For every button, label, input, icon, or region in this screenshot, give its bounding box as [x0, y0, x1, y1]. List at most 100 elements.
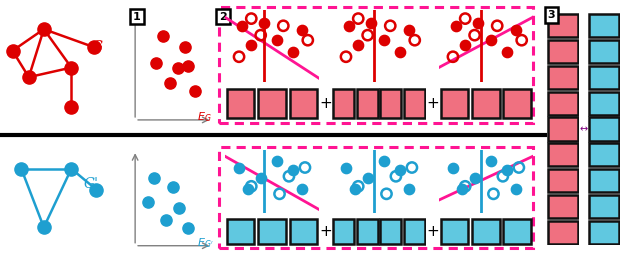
Point — [234, 55, 244, 59]
Bar — [441, 89, 468, 118]
Point — [66, 105, 76, 109]
Point — [451, 24, 461, 28]
Bar — [548, 143, 578, 166]
Bar — [227, 89, 254, 118]
Bar — [357, 89, 377, 118]
Point — [300, 165, 310, 170]
Bar — [357, 219, 377, 244]
Text: $E_G$: $E_G$ — [197, 110, 212, 124]
Bar — [258, 219, 286, 244]
Point — [255, 176, 265, 180]
Text: G': G' — [84, 176, 99, 191]
Point — [16, 167, 26, 171]
Point — [385, 24, 395, 28]
Point — [66, 167, 76, 171]
Point — [473, 21, 483, 25]
Point — [458, 187, 468, 191]
Bar — [548, 92, 578, 115]
Text: +: + — [426, 96, 439, 111]
Bar — [404, 89, 424, 118]
Point — [39, 27, 49, 31]
Point — [353, 17, 363, 21]
Point — [470, 176, 480, 180]
Bar — [290, 219, 317, 244]
Point — [234, 165, 244, 170]
Point — [460, 184, 470, 188]
Point — [394, 50, 404, 54]
Bar — [381, 219, 401, 244]
Point — [404, 28, 414, 32]
Point — [143, 200, 153, 204]
Bar — [589, 195, 619, 218]
Text: +: + — [319, 96, 332, 111]
Point — [341, 165, 351, 170]
Bar — [589, 143, 619, 166]
Point — [303, 38, 313, 42]
Text: 2: 2 — [219, 12, 227, 22]
Point — [174, 205, 184, 209]
Point — [353, 184, 363, 188]
Point — [183, 64, 193, 68]
Point — [501, 168, 511, 172]
Point — [244, 187, 254, 191]
Text: ↔: ↔ — [580, 124, 587, 134]
Bar — [548, 66, 578, 89]
Point — [379, 159, 389, 163]
Point — [272, 159, 282, 163]
Text: G: G — [91, 40, 103, 54]
Bar — [333, 89, 354, 118]
Bar — [258, 89, 286, 118]
Point — [246, 43, 256, 47]
Point — [501, 50, 511, 54]
Point — [362, 33, 372, 37]
Bar — [503, 89, 531, 118]
Point — [488, 192, 498, 196]
Text: 1: 1 — [133, 12, 141, 22]
Point — [297, 28, 307, 32]
Bar — [589, 221, 619, 244]
Point — [24, 75, 34, 79]
Point — [66, 66, 76, 70]
Point — [246, 17, 256, 21]
Bar — [548, 195, 578, 218]
Bar — [589, 66, 619, 89]
Point — [514, 165, 524, 170]
Point — [165, 81, 175, 85]
Point — [486, 38, 496, 42]
Point — [279, 24, 289, 28]
Point — [158, 34, 168, 38]
Bar — [548, 40, 578, 63]
Bar — [589, 14, 619, 37]
Point — [341, 55, 351, 59]
Bar — [472, 89, 500, 118]
Point — [39, 225, 49, 229]
Point — [180, 45, 190, 49]
Point — [511, 187, 521, 191]
Point — [259, 21, 269, 25]
Point — [410, 38, 420, 42]
Point — [183, 225, 193, 230]
Bar — [589, 92, 619, 115]
Point — [255, 33, 265, 37]
Text: $E_{G'}$: $E_{G'}$ — [197, 236, 214, 250]
Point — [470, 33, 480, 37]
Text: 3: 3 — [548, 10, 555, 20]
Bar — [472, 219, 500, 244]
Bar — [381, 89, 401, 118]
Point — [448, 165, 458, 170]
Point — [498, 174, 508, 178]
Bar — [548, 169, 578, 192]
Point — [190, 89, 200, 93]
Point — [460, 43, 470, 47]
Point — [288, 168, 298, 172]
Point — [366, 21, 376, 25]
Point — [284, 174, 294, 178]
Point — [8, 49, 18, 53]
Bar — [227, 219, 254, 244]
Bar — [548, 14, 578, 37]
Point — [272, 38, 282, 42]
Bar — [589, 169, 619, 192]
Point — [89, 45, 99, 49]
Point — [297, 187, 307, 191]
Point — [448, 55, 458, 59]
